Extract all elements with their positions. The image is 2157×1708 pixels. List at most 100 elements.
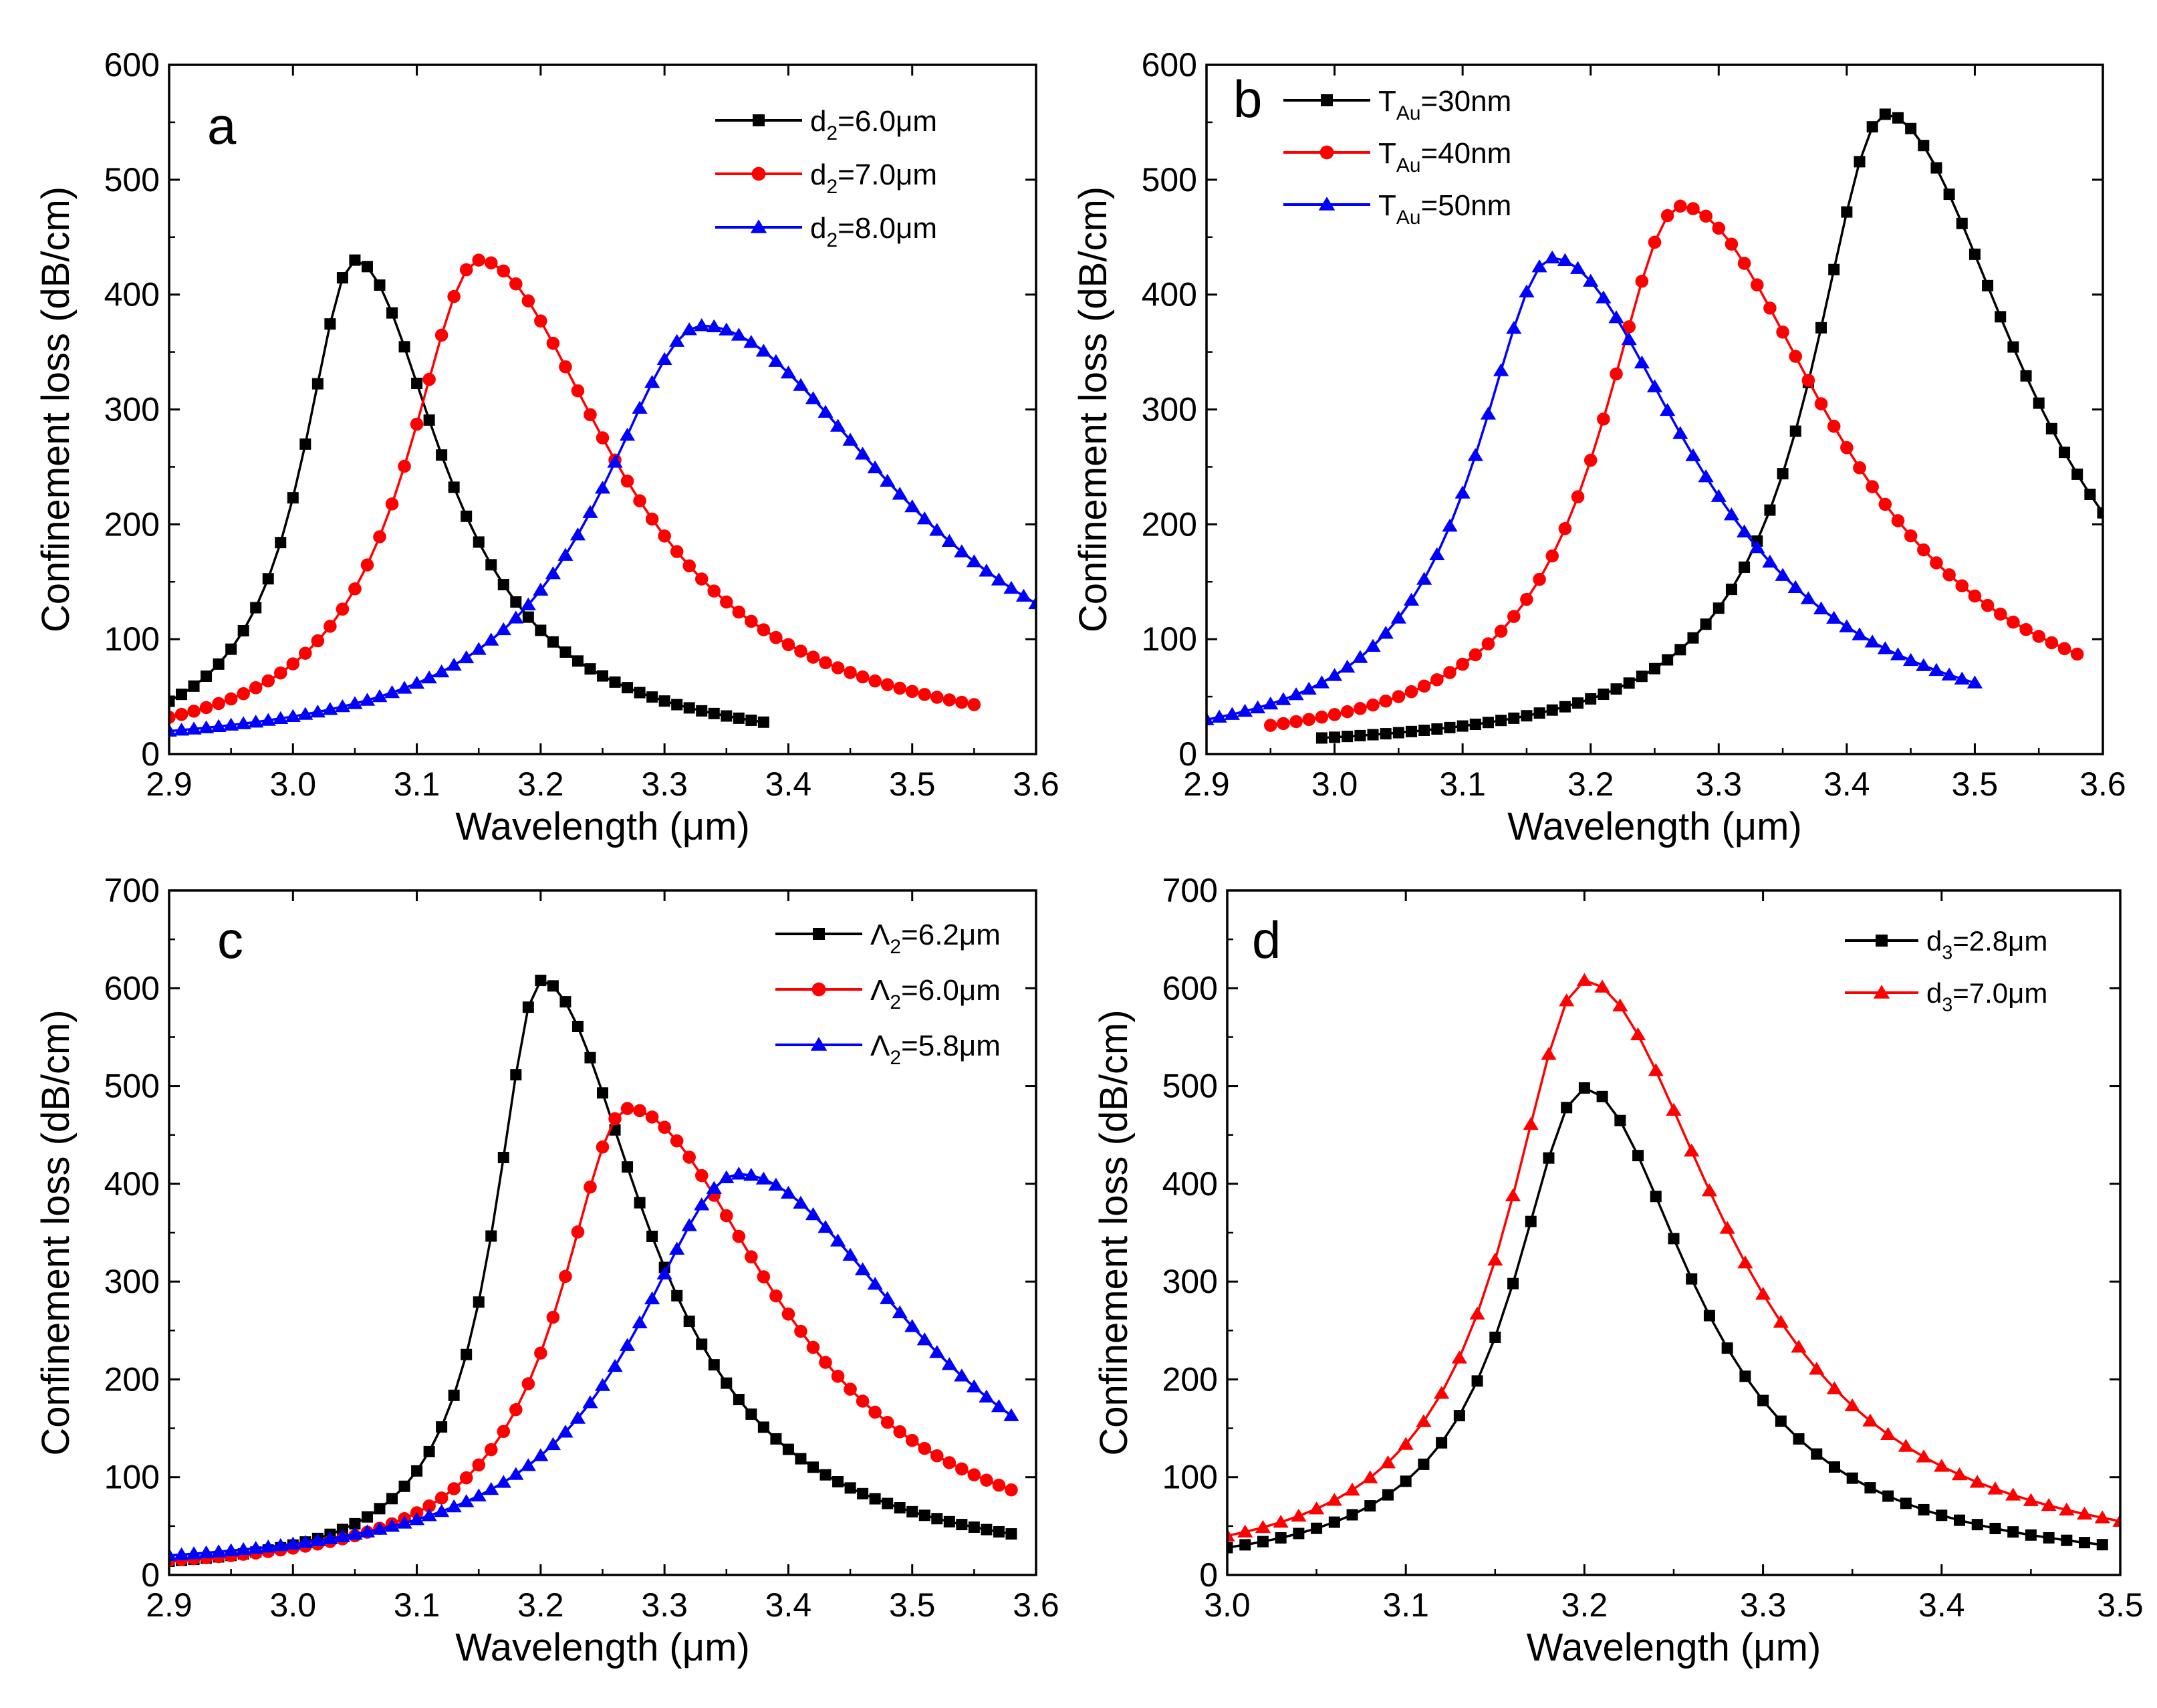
data-point bbox=[262, 573, 274, 585]
data-point bbox=[795, 1453, 807, 1465]
data-point bbox=[212, 697, 225, 711]
data-point bbox=[248, 715, 264, 728]
x-tick-label: 3.3 bbox=[1696, 765, 1743, 803]
y-tick-label: 500 bbox=[1142, 161, 1197, 199]
data-point bbox=[408, 1511, 425, 1526]
data-point bbox=[597, 1087, 608, 1099]
axes-frame bbox=[1205, 64, 2104, 755]
data-point bbox=[619, 1338, 636, 1351]
data-point bbox=[459, 650, 475, 664]
data-point bbox=[1775, 568, 1791, 581]
data-point bbox=[398, 341, 410, 353]
data-point bbox=[2045, 422, 2057, 435]
y-tick-label: 0 bbox=[1178, 735, 1197, 773]
legend: Λ2=6.2μm Λ2=6.0μm Λ2=5.8μm bbox=[775, 919, 1001, 1069]
x-tick-label: 3.5 bbox=[2097, 1586, 2144, 1624]
data-point bbox=[374, 1503, 386, 1515]
x-tick-label: 3.3 bbox=[641, 1586, 688, 1624]
data-point bbox=[2059, 1502, 2075, 1516]
data-point bbox=[410, 417, 424, 431]
data-point bbox=[745, 714, 757, 726]
y-tick-label: 400 bbox=[1162, 1165, 1218, 1203]
data-point bbox=[559, 360, 572, 374]
data-point bbox=[1380, 728, 1392, 740]
data-point bbox=[1936, 1509, 1948, 1521]
data-point bbox=[941, 533, 957, 547]
data-point bbox=[769, 1289, 783, 1303]
data-point bbox=[916, 1332, 932, 1346]
data-point bbox=[1809, 1361, 1825, 1375]
data-point bbox=[1406, 725, 1418, 737]
data-point bbox=[569, 1411, 586, 1424]
y-tick-label: 0 bbox=[1199, 1556, 1218, 1594]
data-point bbox=[1211, 709, 1227, 723]
data-point bbox=[644, 374, 660, 388]
data-point bbox=[535, 624, 547, 636]
data-point bbox=[1436, 1437, 1448, 1449]
data-point bbox=[459, 1471, 473, 1485]
y-tick-label: 700 bbox=[104, 872, 160, 909]
data-point bbox=[1660, 209, 1674, 223]
data-point bbox=[569, 527, 586, 541]
data-point bbox=[508, 1467, 524, 1480]
data-point bbox=[1541, 1047, 1557, 1060]
data-point bbox=[1701, 1183, 1718, 1197]
y-tick-label: 0 bbox=[141, 735, 160, 773]
data-point bbox=[1723, 507, 1740, 521]
data-point bbox=[273, 666, 287, 680]
data-point bbox=[1275, 692, 1291, 705]
data-point bbox=[186, 1546, 202, 1560]
data-point bbox=[1275, 1532, 1287, 1544]
legend-label: Λ2=6.0μm bbox=[870, 974, 1001, 1013]
data-point bbox=[1430, 673, 1444, 687]
data-point bbox=[1650, 1191, 1662, 1203]
data-point bbox=[1757, 1394, 1769, 1407]
data-point bbox=[422, 372, 436, 386]
data-point bbox=[447, 1482, 461, 1495]
data-point bbox=[981, 1523, 993, 1536]
x-tick-label: 3.0 bbox=[270, 1586, 317, 1624]
data-point bbox=[423, 1445, 435, 1457]
plot-area bbox=[1207, 108, 2103, 744]
data-point bbox=[334, 699, 351, 713]
data-point bbox=[521, 1377, 535, 1390]
data-point bbox=[632, 1315, 648, 1329]
data-point bbox=[671, 1290, 683, 1302]
data-point bbox=[1467, 448, 1483, 461]
data-point bbox=[856, 1394, 870, 1408]
data-point bbox=[2057, 642, 2071, 656]
data-point bbox=[1826, 1381, 1843, 1394]
data-point bbox=[622, 682, 634, 694]
data-point bbox=[755, 1171, 771, 1185]
data-point bbox=[384, 1519, 400, 1532]
data-point bbox=[768, 1177, 784, 1191]
data-point bbox=[309, 704, 326, 718]
data-point bbox=[1418, 725, 1430, 737]
data-point bbox=[1344, 1482, 1360, 1496]
data-point bbox=[806, 650, 820, 664]
y-tick-label: 300 bbox=[104, 391, 160, 429]
data-point bbox=[1775, 1415, 1787, 1427]
data-point bbox=[522, 1001, 534, 1013]
data-point bbox=[966, 554, 982, 568]
data-point bbox=[559, 1269, 572, 1284]
data-point bbox=[1864, 634, 1880, 648]
data-point bbox=[535, 975, 547, 987]
legend-label: Λ2=5.8μm bbox=[870, 1029, 1001, 1069]
y-tick-label: 600 bbox=[104, 46, 160, 84]
legend-label: Λ2=6.2μm bbox=[870, 919, 1001, 958]
data-point bbox=[658, 1120, 671, 1134]
data-point bbox=[1293, 1528, 1305, 1540]
data-point bbox=[633, 494, 646, 507]
data-point bbox=[594, 481, 611, 494]
data-point bbox=[448, 1389, 460, 1401]
y-tick-label: 300 bbox=[1142, 391, 1197, 429]
data-point bbox=[188, 680, 200, 692]
x-tick-label: 3.5 bbox=[1952, 765, 1999, 803]
data-point bbox=[408, 676, 425, 689]
data-point bbox=[1380, 1455, 1396, 1469]
data-point bbox=[1737, 1255, 1753, 1269]
data-point bbox=[2076, 1506, 2093, 1520]
data-point bbox=[1315, 732, 1327, 744]
data-point bbox=[856, 670, 870, 684]
